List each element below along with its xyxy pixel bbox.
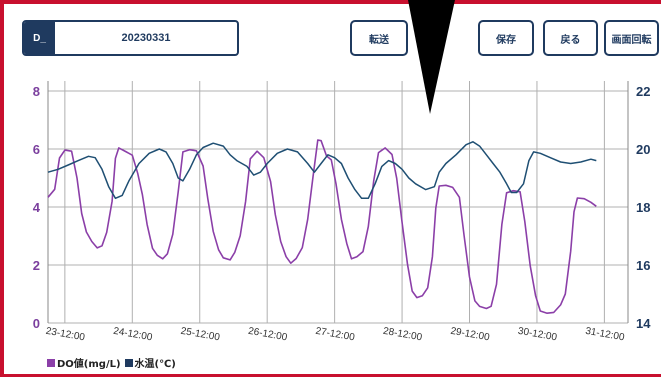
- legend-label-water-temp: 水温(℃): [134, 359, 176, 370]
- x-tick-label-5: 28-12:00: [382, 326, 423, 344]
- y-left-tick-label-0: 0: [33, 316, 40, 331]
- y-right-tick-label-0: 14: [636, 316, 651, 331]
- file-name-field[interactable]: D_ 20230331: [22, 20, 239, 56]
- y-right-tick-label-4: 22: [636, 84, 650, 99]
- y-right-tick-label-3: 20: [636, 142, 650, 157]
- legend-item-do: DO値(mg/L): [47, 355, 121, 370]
- legend-swatch-do: [47, 358, 55, 367]
- series-line-do: [47, 139, 597, 314]
- y-left-tick-label-2: 4: [33, 200, 41, 215]
- y-right-tick-label-2: 18: [636, 200, 650, 215]
- x-tick-label-0: 23-12:00: [45, 326, 86, 344]
- x-tick-label-8: 31-12:00: [584, 326, 625, 344]
- series-line-water-temp: [47, 141, 597, 200]
- y-left-tick-label-3: 6: [33, 142, 40, 157]
- x-tick-label-6: 29-12:00: [450, 326, 491, 344]
- file-prefix-label: D_: [24, 22, 55, 54]
- file-name-value: 20230331: [121, 32, 171, 44]
- x-tick-label-1: 24-12:00: [112, 326, 153, 344]
- y-left-tick-label-1: 2: [33, 258, 40, 273]
- x-tick-label-4: 27-12:00: [315, 326, 356, 344]
- legend-swatch-water-temp: [124, 358, 133, 367]
- rotate-screen-button[interactable]: 画面回転: [604, 20, 659, 56]
- legend-label-do: DO値(mg/L): [57, 359, 121, 370]
- y-left-tick-label-4: 8: [33, 84, 40, 99]
- save-button[interactable]: 保存: [478, 20, 534, 56]
- y-right-tick-label-1: 16: [636, 258, 650, 273]
- x-tick-label-3: 26-12:00: [247, 326, 288, 344]
- x-tick-label-2: 25-12:00: [180, 326, 221, 344]
- legend-item-water-temp: 水温(℃): [124, 355, 176, 370]
- chart-legend: DO値(mg/L) 水温(℃): [47, 355, 180, 370]
- x-tick-label-7: 30-12:00: [517, 326, 558, 344]
- pointer-marker: [408, 0, 455, 114]
- transfer-button[interactable]: 転送: [350, 20, 408, 56]
- back-button[interactable]: 戻る: [543, 20, 598, 56]
